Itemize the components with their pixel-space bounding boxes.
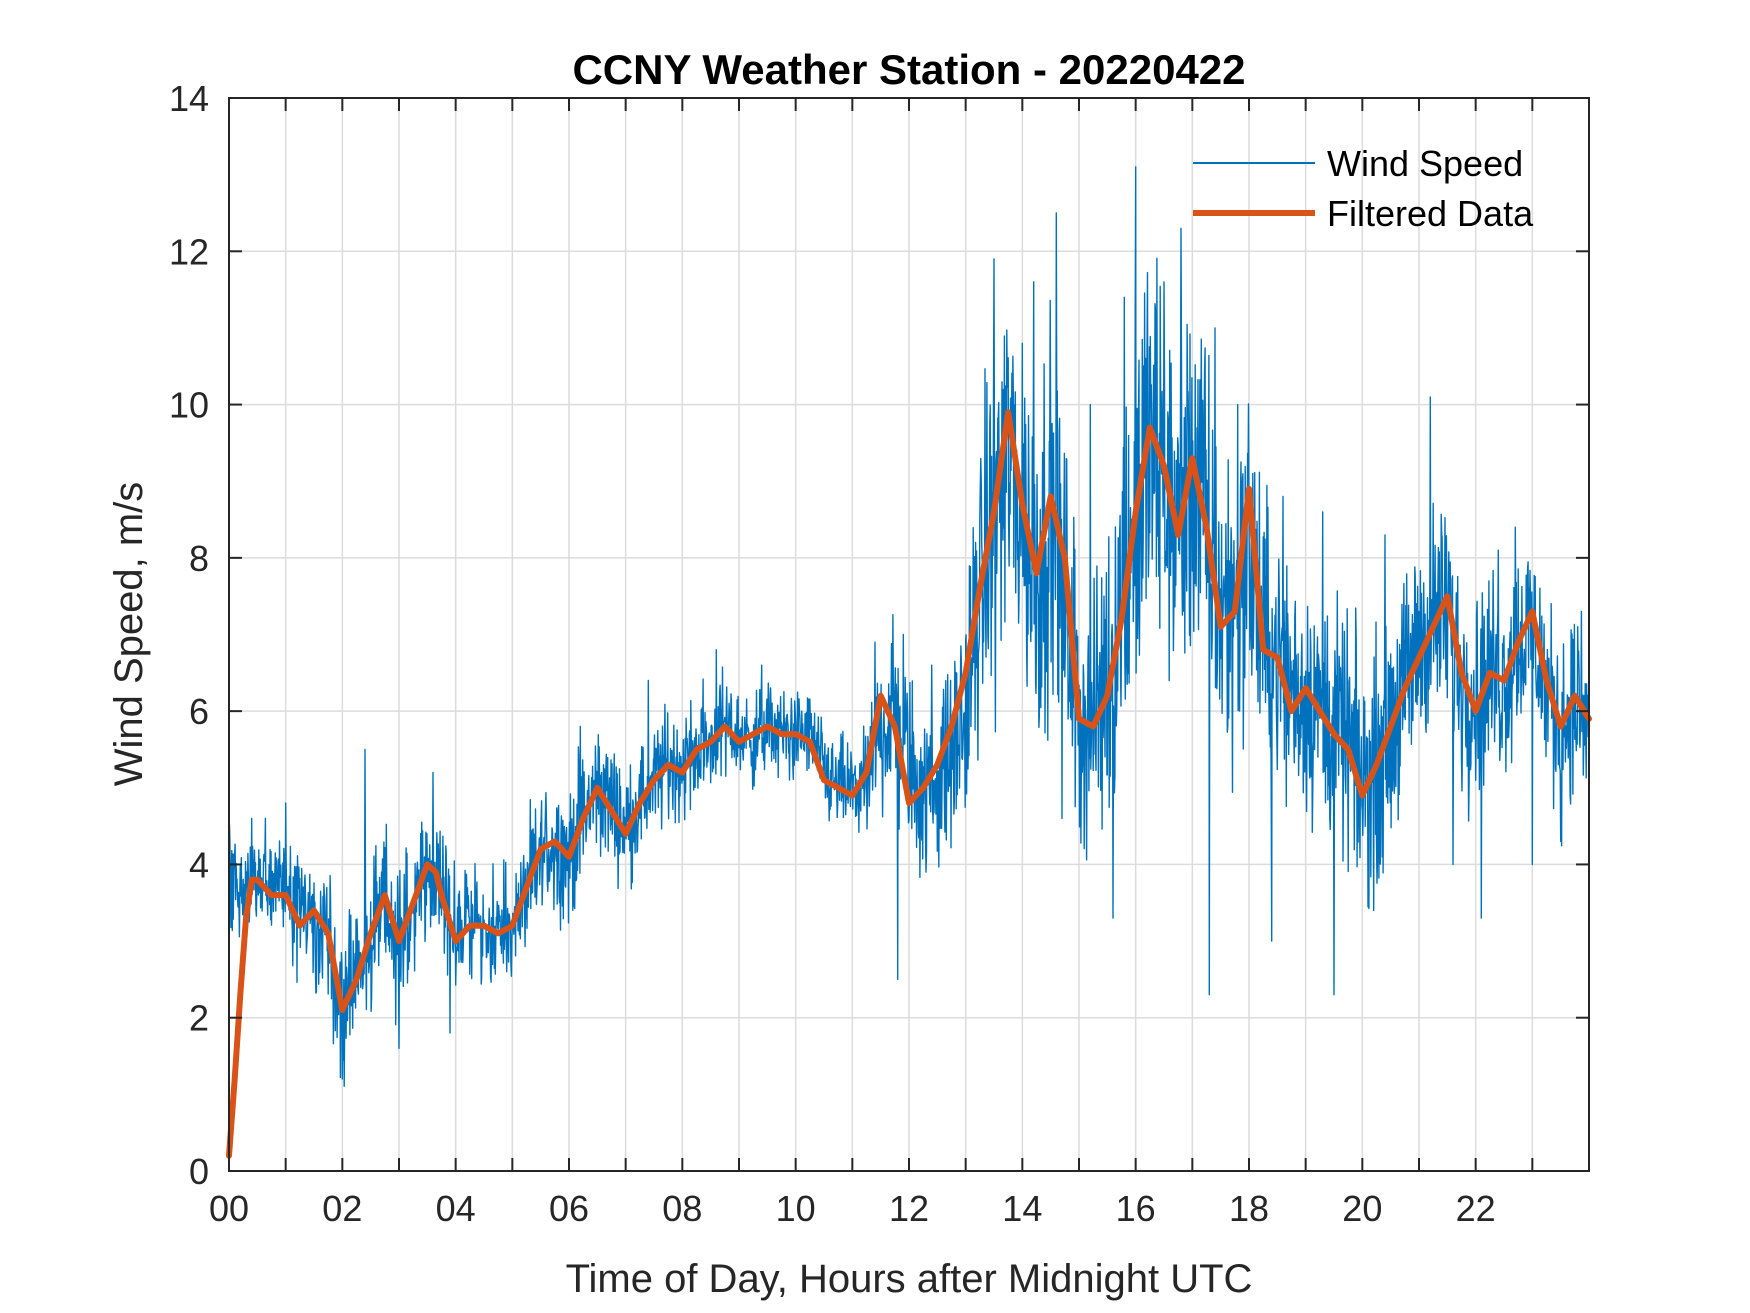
x-tick-label: 16 [1116, 1188, 1156, 1229]
x-tick-label: 18 [1229, 1188, 1269, 1229]
x-axis-title: Time of Day, Hours after Midnight UTC [566, 1257, 1253, 1301]
x-tick-labels: 00 02 04 06 08 10 12 14 16 18 20 22 [209, 1188, 1496, 1229]
axis-ticks [228, 97, 1589, 1172]
x-tick-label: 22 [1456, 1188, 1496, 1229]
y-tick-label: 8 [189, 538, 209, 579]
filtered-data-line [226, 409, 1592, 1159]
y-tick-label: 14 [169, 78, 209, 119]
y-tick-labels: 0 2 4 6 8 10 12 14 [169, 78, 209, 1192]
x-tick-label: 04 [436, 1188, 476, 1229]
x-tick-label: 06 [549, 1188, 589, 1229]
x-tick-label: 02 [322, 1188, 362, 1229]
x-tick-label: 00 [209, 1188, 249, 1229]
filtered-data-series [226, 409, 1592, 1159]
y-tick-label: 10 [169, 385, 209, 426]
legend: Wind Speed Filtered Data [1193, 143, 1534, 234]
y-tick-label: 2 [189, 998, 209, 1039]
x-tick-label: 14 [1002, 1188, 1042, 1229]
wind-speed-series [228, 166, 1590, 1087]
x-tick-label: 10 [776, 1188, 816, 1229]
y-tick-label: 4 [189, 844, 209, 885]
legend-label-wind-speed: Wind Speed [1327, 143, 1523, 184]
wind-speed-line [228, 166, 1590, 1087]
legend-label-filtered-data: Filtered Data [1327, 193, 1534, 234]
x-tick-label: 20 [1342, 1188, 1382, 1229]
y-tick-label: 6 [189, 691, 209, 732]
grid-lines [229, 98, 1589, 1171]
y-tick-label: 0 [189, 1151, 209, 1192]
x-tick-label: 12 [889, 1188, 929, 1229]
chart-title: CCNY Weather Station - 20220422 [572, 46, 1245, 93]
x-tick-label: 08 [662, 1188, 702, 1229]
y-axis-title: Wind Speed, m/s [107, 482, 151, 787]
y-tick-label: 12 [169, 231, 209, 272]
